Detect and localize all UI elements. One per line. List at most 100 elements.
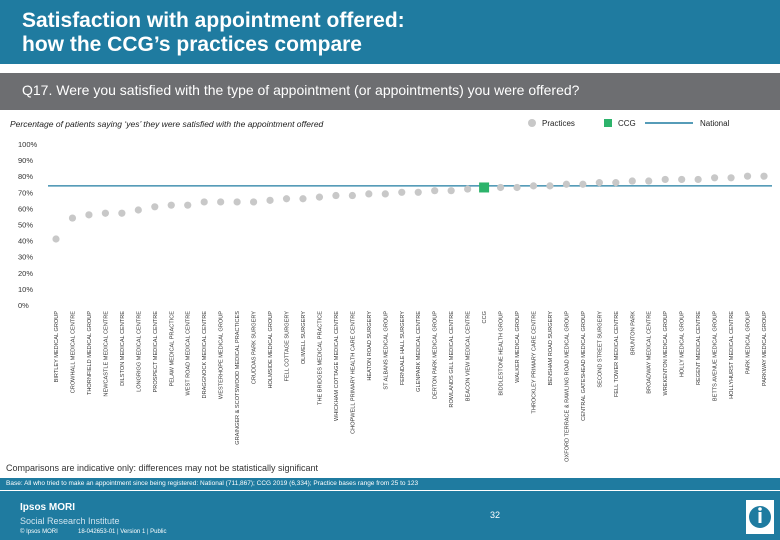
- practice-point: [678, 175, 686, 184]
- legend-practices-label: Practices: [542, 119, 575, 128]
- practice-label: THROCKLEY PRIMARY CARE CENTRE: [531, 311, 537, 414]
- practice-label: DERTON PARK MEDICAL GROUP: [433, 311, 439, 399]
- practice-point: [760, 172, 768, 180]
- practice-label: GLENPARK MEDICAL CENTRE: [416, 311, 422, 392]
- practice-label: CHOPWELL PRIMARY HEALTH CARE CENTRE: [350, 311, 356, 434]
- practice-point: [546, 182, 554, 190]
- y-tick-label: 30%: [18, 253, 33, 262]
- practice-point: [217, 198, 225, 206]
- ccg-marker: [479, 182, 490, 193]
- practice-label: HOLMSIDE MEDICAL GROUP: [268, 311, 274, 389]
- disclaimer: Comparisons are indicative only: differe…: [6, 463, 318, 473]
- practice-point: [101, 209, 109, 217]
- practice-label: BIRTLEY MEDICAL GROUP: [54, 311, 60, 383]
- practice-label: DILSTON MEDICAL CENTRE: [120, 311, 126, 386]
- practice-point: [381, 190, 389, 198]
- practice-label: BRUNTON PARK: [630, 311, 636, 355]
- practice-label: BENSHAM ROAD SURGERY: [548, 311, 554, 386]
- job-reference: 18-042653-01 | Version 1 | Public: [78, 529, 167, 535]
- practice-label: BEACON VIEW MEDICAL CENTRE: [466, 311, 472, 402]
- base-note: Base: All who tried to make an appointme…: [6, 480, 419, 487]
- practice-point: [167, 201, 175, 209]
- y-tick-label: 100%: [18, 140, 38, 149]
- practice-point: [85, 211, 93, 219]
- practice-point: [68, 214, 77, 222]
- practice-point: [200, 198, 208, 206]
- page-title: Satisfaction with appointment offered: h…: [22, 9, 405, 56]
- practice-label: BETTS AVENUE MEDICAL GROUP: [713, 311, 719, 401]
- practice-label: THORNFIELD MEDICAL GROUP: [87, 311, 93, 395]
- copyright: © Ipsos MORI: [20, 529, 58, 535]
- practice-point: [52, 235, 60, 243]
- y-tick-label: 50%: [18, 221, 33, 230]
- comparison-chart: 100% 90% 80% 70% 60% 50% 40% 30% 20% 10% 0% BIRTLEY…: [18, 140, 772, 462]
- practice-point: [266, 196, 274, 204]
- practice-point: [315, 193, 324, 201]
- page-number: 32: [489, 510, 500, 520]
- practice-point: [447, 187, 455, 195]
- practice-label: CRUDDAS PARK SURGERY: [252, 311, 258, 384]
- practice-point: [365, 190, 373, 198]
- y-tick-label: 0%: [18, 301, 29, 310]
- practice-point: [727, 174, 735, 182]
- practice-label: HEATON ROAD SURGERY: [367, 311, 373, 381]
- practice-label: WHICKHAM COTTAGE MEDICAL CENTRE: [334, 311, 340, 421]
- practice-label: PARKWAY MEDICAL GROUP: [762, 311, 768, 386]
- footer: [0, 491, 780, 540]
- practice-label: HOLLY MEDICAL GROUP: [680, 311, 686, 377]
- practice-point: [431, 187, 439, 195]
- practice-point: [661, 175, 669, 184]
- practice-label: FERNDALE HALL SURGERY: [400, 311, 406, 386]
- sri-logo-text: Social Research Institute: [20, 516, 120, 526]
- practice-label: CENTRAL GATESHEAD MEDICAL GROUP: [581, 311, 587, 421]
- practice-point: [348, 191, 356, 200]
- legend: [528, 119, 693, 127]
- practice-point: [233, 198, 241, 206]
- practice-label: FELL COTTAGE SURGERY: [285, 311, 291, 382]
- y-tick-label: 40%: [18, 237, 33, 246]
- practice-point: [134, 206, 142, 214]
- practice-label: HOLLYHURST MEDICAL CENTRE: [729, 311, 735, 399]
- practice-label: SECOND STREET SURGERY: [597, 311, 603, 388]
- practice-point: [562, 180, 571, 188]
- practice-label: LONGRIGG MEDICAL CENTRE: [136, 311, 142, 392]
- question-text: Q17. Were you satisfied with the type of…: [22, 82, 580, 98]
- ipsos-mori-logo: Ipsos MORI: [20, 502, 76, 513]
- practice-label: WALKER MEDICAL GROUP: [515, 311, 521, 383]
- practice-point: [464, 185, 472, 193]
- practice-point: [496, 183, 505, 192]
- y-tick-label: 20%: [18, 269, 33, 278]
- practice-point: [743, 172, 752, 180]
- legend-national-label: National: [700, 119, 730, 128]
- practice-label: NEWCASTLE MEDICAL CENTRE: [103, 311, 109, 397]
- practice-label: DRAGGNOCK MEDICAL CENTRE: [202, 311, 208, 399]
- y-tick-label: 80%: [18, 172, 33, 181]
- practice-label: ROWLANDS GILL MEDICAL CENTRE: [449, 311, 455, 408]
- practice-point: [414, 188, 422, 196]
- practice-point: [628, 177, 636, 185]
- practice-point: [249, 198, 258, 206]
- practice-point: [398, 188, 406, 196]
- practice-point: [645, 177, 653, 185]
- practice-point: [595, 179, 603, 187]
- practice-label: BIDDLESTONE HEALTH GROUP: [499, 311, 505, 396]
- legend-ccg-marker: [604, 119, 612, 127]
- y-tick-label: 60%: [18, 204, 33, 213]
- y-tick-label: 10%: [18, 285, 33, 294]
- practice-label: CROWHALL MEDICAL CENTRE: [70, 311, 76, 394]
- practice-label: ST ALBANS MEDICAL GROUP: [383, 311, 389, 390]
- legend-ccg-label: CCG: [618, 119, 636, 128]
- practice-label: GRAINGER & SCOTSWOOD MEDICAL PRACTICES: [235, 311, 241, 445]
- practice-point: [513, 183, 521, 192]
- practice-point: [332, 191, 340, 200]
- practice-label: THE BRIDGES MEDICAL PRACTICE: [317, 311, 323, 405]
- practice-point: [151, 203, 159, 211]
- chart-subtitle: Percentage of patients saying ‘yes’ they…: [10, 119, 324, 129]
- practice-label: WEST ROAD MEDICAL CENTRE: [186, 311, 192, 396]
- legend-practices-marker: [528, 119, 536, 127]
- practice-label: OLIWELL SURGERY: [301, 311, 307, 364]
- practice-label: FELL TOWER MEDICAL CENTRE: [614, 311, 620, 397]
- ccg-label: CCG: [482, 311, 488, 323]
- question-bar: [0, 73, 780, 110]
- base-band: [0, 478, 780, 490]
